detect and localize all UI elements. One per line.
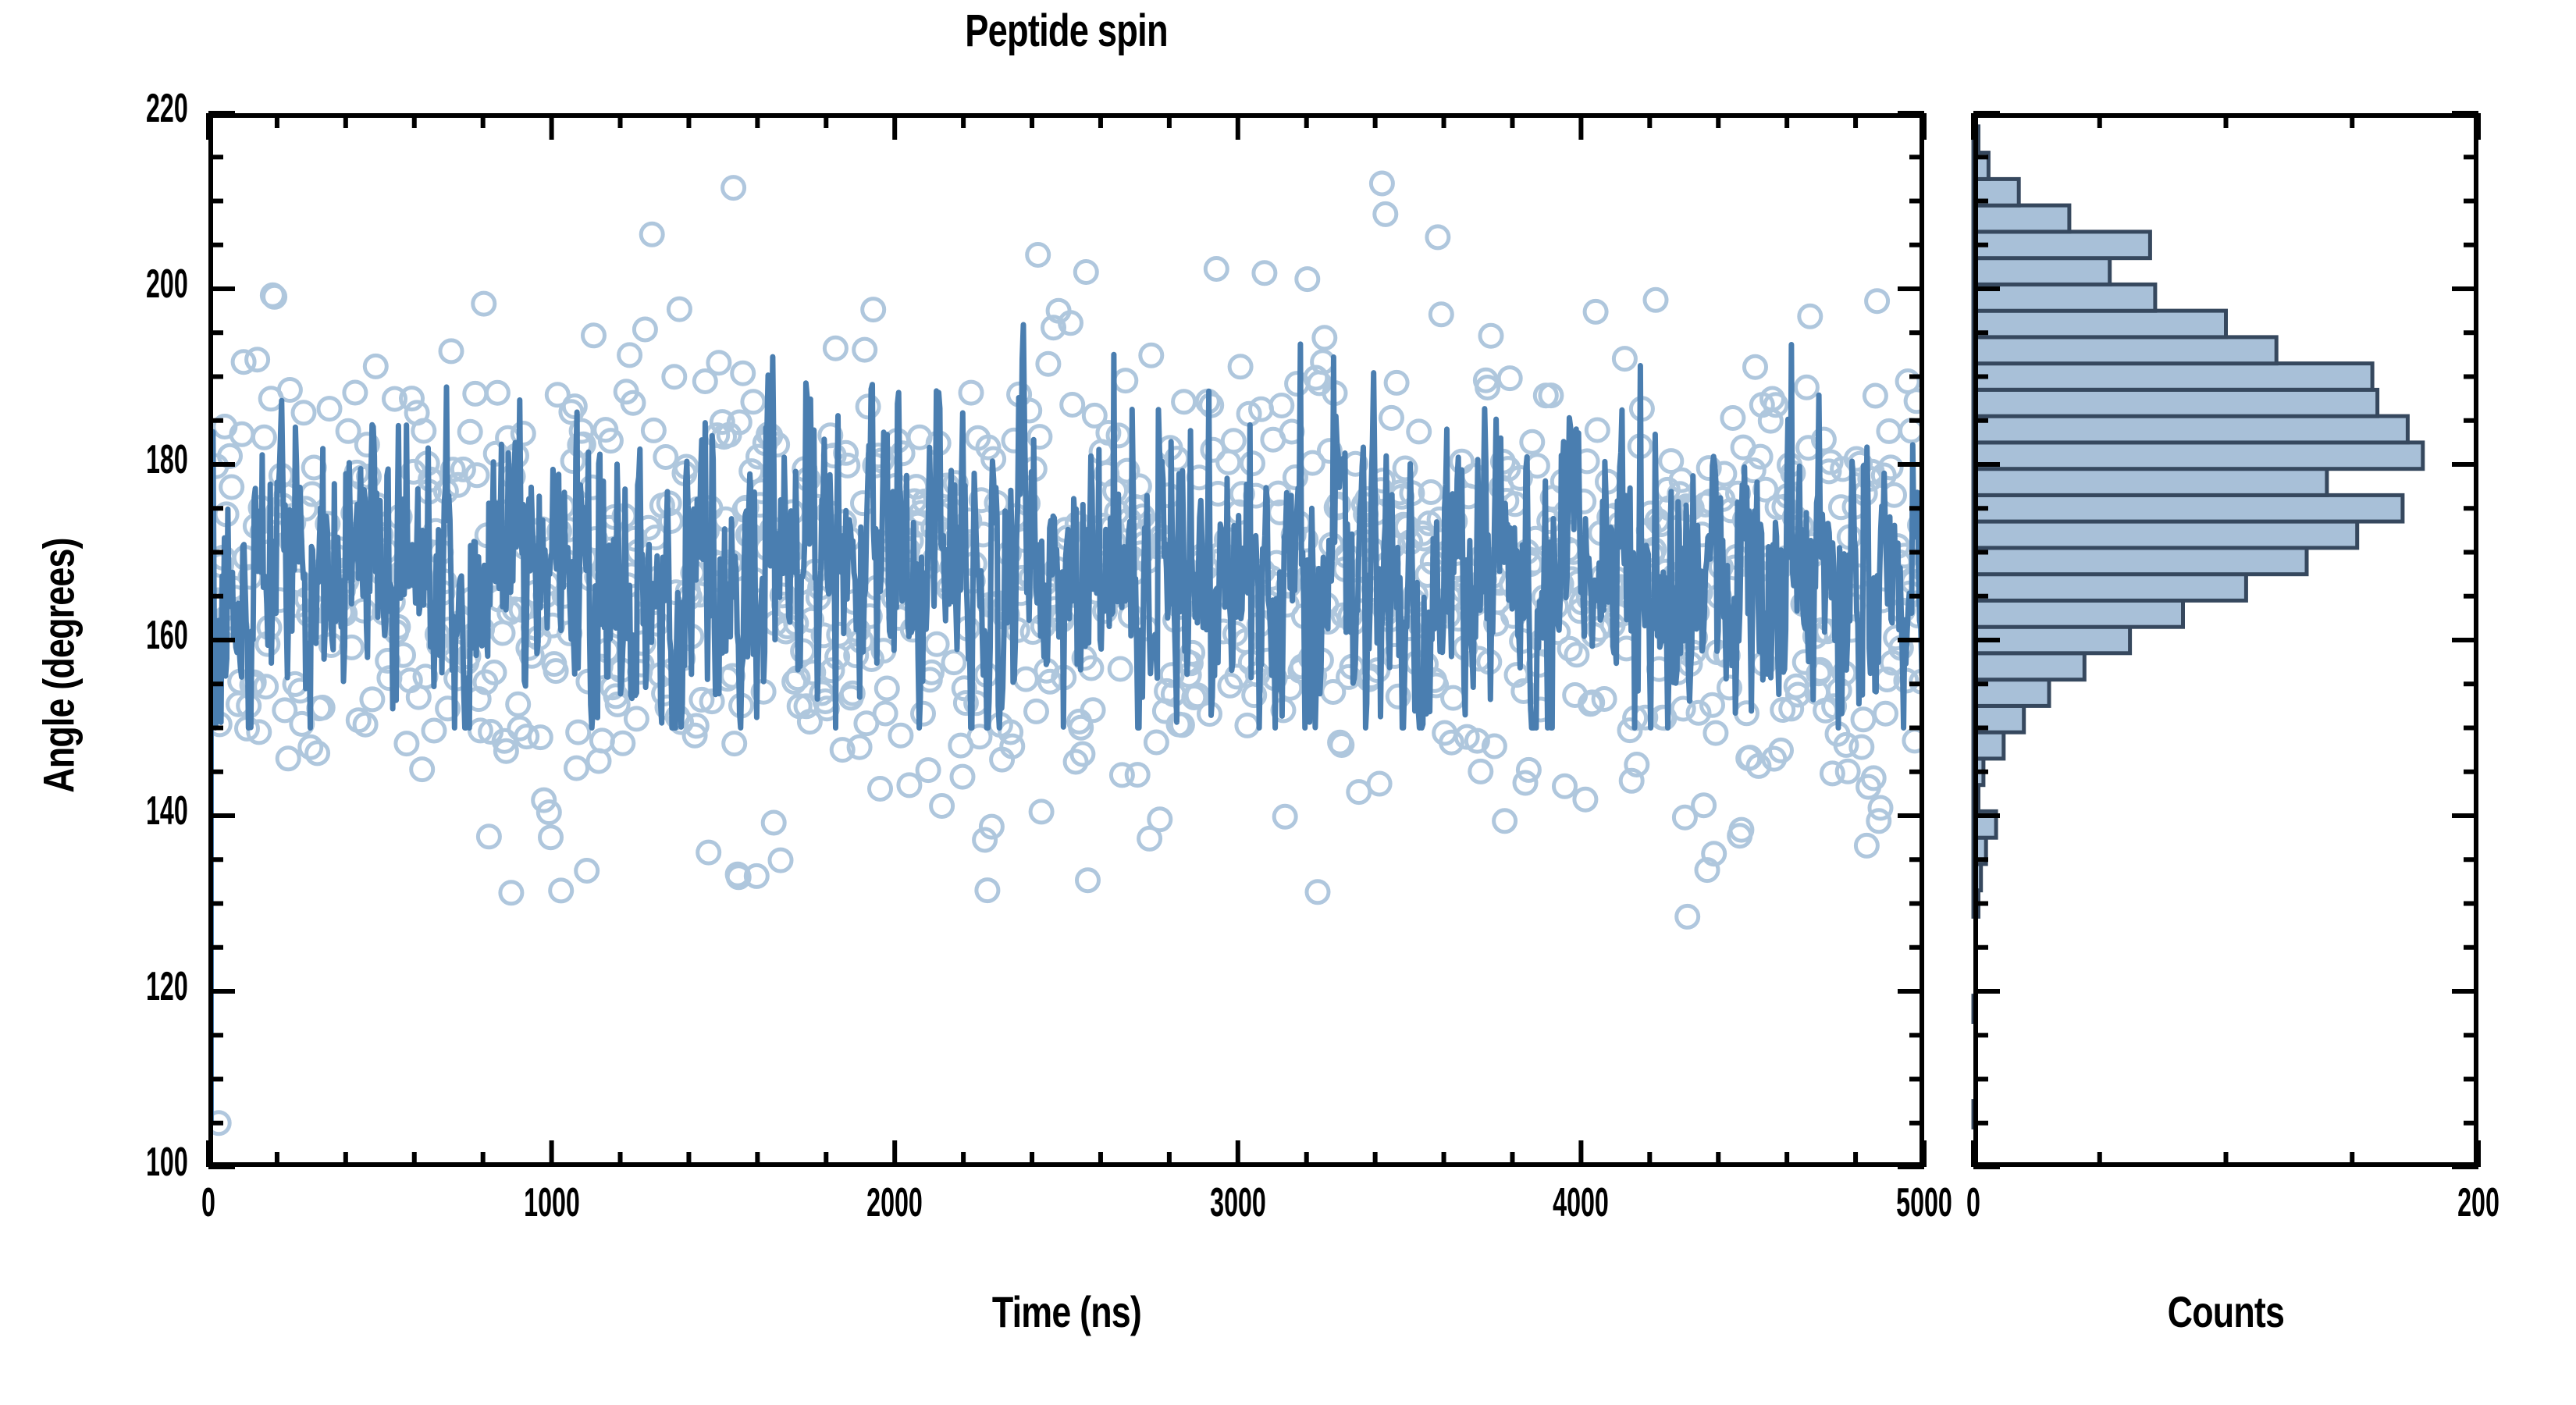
y-tick-label-100: 100	[146, 1140, 188, 1185]
y-tick-label-200: 200	[146, 261, 188, 307]
x-axis-title-text: Time (ns)	[991, 1287, 1141, 1336]
x-tick-label-1000: 1000	[523, 1180, 580, 1225]
histogram-x-axis-title-text: Counts	[2167, 1287, 2285, 1336]
main-plot-ticks	[206, 111, 1927, 1169]
x-tick-label-4000: 4000	[1553, 1180, 1610, 1225]
y-tick-label-140: 140	[146, 788, 188, 834]
y-tick-label-220: 220	[146, 86, 188, 131]
x-tick-label-5000: 5000	[1896, 1180, 1952, 1225]
hist-x-tick-label-200: 200	[2457, 1180, 2500, 1225]
y-axis-title: Angle (degrees)	[34, 491, 84, 841]
y-tick-label-120: 120	[146, 964, 188, 1009]
x-tick-label-2000: 2000	[866, 1180, 923, 1225]
page-title: Peptide spin	[965, 5, 1168, 56]
main-plot-panel	[208, 113, 1924, 1167]
y-axis-title-text: Angle (degrees)	[34, 538, 84, 793]
y-tick-label-160: 160	[146, 613, 188, 658]
histogram-x-axis-title: Counts	[1973, 1286, 2478, 1337]
histogram-ticks	[1971, 111, 2481, 1169]
x-tick-label-0: 0	[201, 1180, 215, 1225]
histogram-panel	[1971, 113, 2478, 1167]
histogram-canvas	[1971, 124, 2425, 1129]
y-tick-label-180: 180	[146, 437, 188, 482]
scatter-line-canvas	[208, 170, 1924, 1136]
x-axis-title: Time (ns)	[208, 1286, 1924, 1337]
x-tick-label-3000: 3000	[1209, 1180, 1266, 1225]
hist-x-tick-label-0: 0	[1966, 1180, 1980, 1225]
